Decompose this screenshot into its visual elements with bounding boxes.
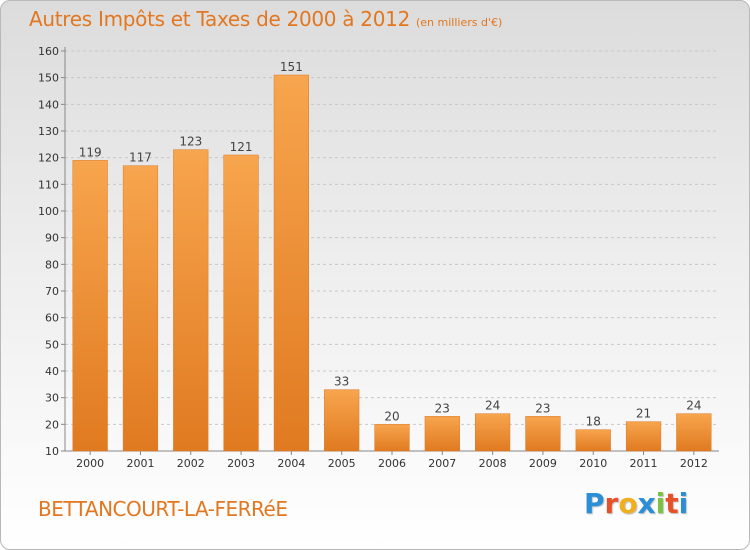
bar [374,424,410,452]
y-tick-label: 70 [45,285,59,298]
commune-name: BETTANCOURT-LA-FERRéE [38,497,288,521]
x-tick-label: 2002 [177,457,205,470]
labels: 2000 119 2001 117 2002 123 2003 121 2004 151 2005 3… [76,60,708,470]
data-label: 119 [79,145,102,159]
bar [676,413,712,452]
x-tick-label: 2010 [579,457,607,470]
data-label: 24 [686,399,701,413]
bars [72,74,712,452]
data-label: 123 [179,135,202,149]
bar [72,160,108,452]
y-tick-label: 20 [45,418,59,431]
y-tick-label: 80 [45,258,59,271]
bar [273,74,309,452]
y-tick-label: 150 [38,72,59,85]
x-tick-label: 2003 [227,457,255,470]
chart-title: Autres Impôts et Taxes de 2000 à 2012 (en… [29,7,502,31]
x-tick-label: 2008 [479,457,507,470]
logo-letter: i [678,487,689,520]
data-label: 151 [280,60,303,74]
x-tick-label: 2006 [378,457,406,470]
y-tick-label: 100 [38,205,59,218]
x-tick-label: 2001 [126,457,154,470]
data-label: 23 [535,401,550,415]
y-tick-label: 120 [38,152,59,165]
data-label: 117 [129,151,152,165]
bar [475,413,511,452]
y-tick-label: 130 [38,125,59,138]
logo-letter: r [604,487,619,520]
logo-letter: t [665,487,679,520]
x-tick-label: 2005 [328,457,356,470]
logo-letter: i [655,487,666,520]
bar [173,149,209,452]
bar [122,165,159,452]
x-tick-label: 2007 [428,457,456,470]
x-tick-label: 2011 [630,457,658,470]
y-tick-label: 30 [45,392,59,405]
title-text: Autres Impôts et Taxes de 2000 à 2012 [29,7,410,31]
logo-letter: o [618,487,638,520]
bar [575,429,611,452]
x-tick-label: 2000 [76,457,104,470]
data-label: 21 [636,407,651,421]
x-tick-label: 2012 [680,457,708,470]
bar [625,421,662,452]
x-tick-label: 2009 [529,457,557,470]
y-tick-label: 50 [45,338,59,351]
data-label: 121 [230,140,253,154]
y-tick-label: 160 [38,45,59,58]
y-tick-label: 110 [38,178,59,191]
x-tick-label: 2004 [277,457,305,470]
proxiti-logo: Proxiti [584,487,688,520]
bar [223,154,259,452]
bar [324,389,360,452]
y-tick-label: 60 [45,312,59,325]
grid-lines [65,50,719,452]
logo-letter: x [637,487,656,520]
y-tick-label: 140 [38,98,59,111]
logo-letter: P [584,487,605,520]
data-label: 20 [384,409,399,423]
y-tick-label: 40 [45,365,59,378]
bar [424,416,460,452]
data-label: 18 [586,415,601,429]
data-label: 23 [435,401,450,415]
data-label: 33 [334,375,349,389]
y-tick-label: 10 [45,445,59,458]
data-label: 24 [485,399,500,413]
bar [525,416,561,452]
y-tick-label: 90 [45,232,59,245]
chart-subtitle: (en milliers d'€) [416,16,503,29]
